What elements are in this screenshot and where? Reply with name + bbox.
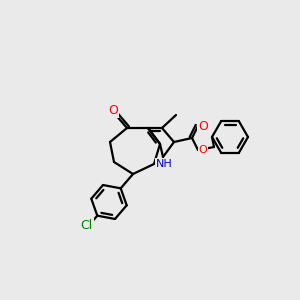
Text: Cl: Cl [81,219,93,232]
Text: O: O [108,103,118,116]
Text: O: O [199,145,207,155]
Text: NH: NH [156,159,172,169]
Text: O: O [198,119,208,133]
